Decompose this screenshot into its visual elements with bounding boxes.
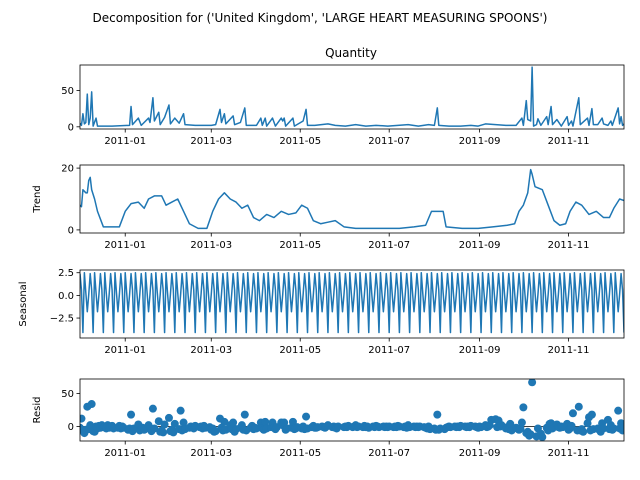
- x-tick-label: 2011-07: [368, 240, 410, 251]
- resid-point: [127, 411, 135, 419]
- x-tick-label: 2011-09: [459, 136, 501, 147]
- resid-point: [433, 411, 441, 419]
- trend-line: [80, 170, 624, 229]
- seasonal-line: [80, 273, 624, 333]
- resid-point: [241, 411, 249, 419]
- resid-point: [149, 405, 157, 413]
- subplot-observed: 2011-01 2011-03 2011-05 2011-07 2011-09 2011-…: [61, 65, 624, 147]
- x-tick-label: 2011-09: [459, 345, 501, 356]
- x-tick-label: 2011-09: [459, 240, 501, 251]
- resid-point: [614, 407, 622, 415]
- y-tick-label: 2.5: [58, 268, 74, 279]
- x-tick-label: 2011-03: [190, 240, 232, 251]
- resid-point: [528, 378, 536, 386]
- resid-point: [77, 415, 85, 423]
- resid-point: [579, 428, 587, 436]
- x-tick-label: 2011-05: [279, 240, 321, 251]
- resid-point: [177, 407, 185, 415]
- plot-area-resid: [76, 378, 628, 441]
- x-tick-label: 2011-07: [368, 345, 410, 356]
- x-tick-label: 2011-01: [104, 448, 146, 459]
- y-tick-label: −2.5: [50, 314, 74, 325]
- figure-suptitle: Decomposition for ('United Kingdom', 'LA…: [93, 11, 548, 25]
- subplot-resid: 2011-01 2011-03 2011-05 2011-07 2011-09 2011-…: [32, 378, 628, 459]
- resid-point: [161, 421, 169, 429]
- observed-line: [80, 67, 624, 126]
- y-tick-label: 20: [61, 164, 74, 175]
- y-tick-label: 0.0: [58, 291, 74, 302]
- resid-point: [569, 409, 577, 417]
- x-tick-label: 2011-03: [190, 136, 232, 147]
- resid-point: [88, 400, 96, 408]
- y-tick-label: 50: [61, 389, 74, 400]
- plot-area-trend: [80, 170, 624, 229]
- subplot-panels: 2011-01 2011-03 2011-05 2011-07 2011-09 2011-…: [18, 65, 628, 459]
- y-axis-label-resid: Resid: [32, 397, 43, 424]
- x-tick-label: 2011-03: [190, 345, 232, 356]
- x-tick-label: 2011-11: [548, 240, 590, 251]
- x-tick-label: 2011-03: [190, 448, 232, 459]
- y-axis-label-trend: Trend: [32, 185, 43, 213]
- y-tick-label: 0: [68, 122, 74, 133]
- resid-point: [538, 433, 546, 441]
- x-tick-label: 2011-07: [368, 136, 410, 147]
- resid-point: [159, 428, 167, 436]
- axes-frame: [80, 65, 624, 129]
- plot-area-seasonal: [80, 273, 624, 333]
- x-tick-label: 2011-05: [279, 136, 321, 147]
- resid-point: [519, 403, 527, 411]
- resid-point: [518, 419, 526, 427]
- resid-point: [575, 403, 583, 411]
- resid-point: [588, 411, 596, 419]
- x-tick-label: 2011-05: [279, 345, 321, 356]
- x-tick-label: 2011-05: [279, 448, 321, 459]
- y-tick-label: 0: [68, 422, 74, 433]
- y-axis-label-seasonal: Seasonal: [18, 281, 29, 326]
- y-tick-label: 0: [68, 225, 74, 236]
- x-tick-label: 2011-11: [548, 345, 590, 356]
- subplot-seasonal: 2011-01 2011-03 2011-05 2011-07 2011-09 2011-…: [18, 268, 624, 356]
- x-tick-label: 2011-01: [104, 345, 146, 356]
- resid-point: [165, 414, 173, 422]
- x-tick-label: 2011-09: [459, 448, 501, 459]
- resid-point: [302, 413, 310, 421]
- x-tick-label: 2011-01: [104, 136, 146, 147]
- subplot-trend: 2011-01 2011-03 2011-05 2011-07 2011-09 2011-…: [32, 164, 624, 251]
- panel-title-quantity: Quantity: [325, 46, 377, 60]
- axes-frame: [80, 165, 624, 233]
- y-tick-label: 50: [61, 86, 74, 97]
- x-tick-label: 2011-01: [104, 240, 146, 251]
- x-tick-label: 2011-11: [548, 136, 590, 147]
- plot-area-observed: [80, 67, 624, 126]
- x-tick-label: 2011-11: [548, 448, 590, 459]
- x-tick-label: 2011-07: [368, 448, 410, 459]
